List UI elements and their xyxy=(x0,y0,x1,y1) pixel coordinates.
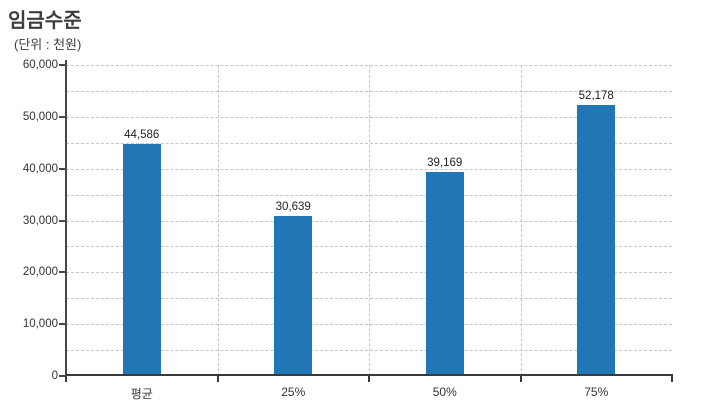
bar-value-label: 30,639 xyxy=(275,201,311,214)
x-axis-line xyxy=(65,374,673,376)
x-axis-category-label: 25% xyxy=(281,385,306,399)
unit-label: (단위 : 천원) xyxy=(14,37,82,52)
x-axis-tick xyxy=(671,376,673,382)
gridline-vertical xyxy=(217,65,219,376)
x-axis-tick xyxy=(368,376,370,382)
y-axis-tick-label: 20,000 xyxy=(22,266,58,279)
x-axis-tick xyxy=(216,376,219,382)
plot-area: 44,586 30,639 39,169 52,178 0 10,000 20,000 30… xyxy=(23,59,673,401)
chart-title: 임금수준 xyxy=(8,10,82,32)
y-axis-tick xyxy=(59,115,66,118)
x-axis-category-label: 평균 xyxy=(130,387,153,401)
y-axis-tick xyxy=(59,375,66,377)
bar-value-label: 52,178 xyxy=(578,89,614,102)
y-axis-labels: 0 10,000 20,000 30,000 40,000 50,000 60,000 xyxy=(0,59,58,382)
x-axis-tick xyxy=(65,376,67,382)
y-axis-tick xyxy=(59,323,66,326)
x-axis-tick xyxy=(519,376,522,382)
y-axis-tick-label: 60,000 xyxy=(22,59,58,71)
y-axis-tick-label: 10,000 xyxy=(22,318,58,331)
y-axis-tick xyxy=(59,219,66,222)
y-axis-tick xyxy=(59,64,66,66)
x-axis-category-label: 50% xyxy=(432,385,457,399)
bar-50% xyxy=(425,171,464,375)
bar-25% xyxy=(274,216,313,375)
y-axis-tick-label: 30,000 xyxy=(22,214,58,227)
bar-value-label: 44,586 xyxy=(124,128,160,141)
y-axis-line xyxy=(65,60,67,381)
bar-value-label: 39,169 xyxy=(427,156,463,169)
y-axis-tick-label: 40,000 xyxy=(22,162,58,175)
bar-평균 xyxy=(122,143,161,375)
gridline-vertical xyxy=(369,65,370,376)
y-axis-tick xyxy=(59,271,66,274)
y-axis-tick xyxy=(59,167,66,170)
y-axis-tick-label: 50,000 xyxy=(22,110,58,123)
x-axis-category-label: 75% xyxy=(584,385,609,399)
gridline-vertical xyxy=(520,65,522,376)
y-axis-tick-label: 0 xyxy=(51,370,58,382)
bar-75% xyxy=(577,104,616,375)
